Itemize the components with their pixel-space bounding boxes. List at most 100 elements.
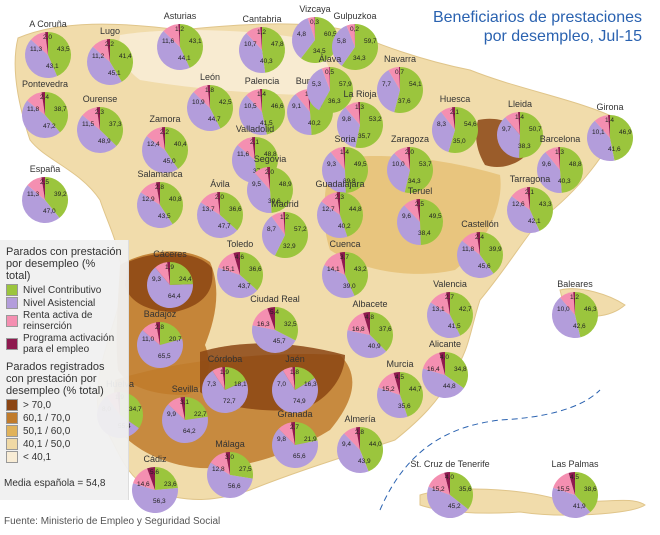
pie-value-label: 9,1 <box>292 103 301 110</box>
slice-c <box>319 67 353 113</box>
pie-cantabria: 47,8 40,3 10,71,2 Cantabria <box>239 14 285 73</box>
pie-value-label: 22,7 <box>194 411 207 418</box>
pie-value-label: 44,0 <box>369 441 382 448</box>
pie-value-label: 40,9 <box>368 343 381 350</box>
pie-value-label: 64,2 <box>183 428 196 435</box>
pie-value-label: 9,5 <box>252 181 261 188</box>
province-name: Pontevedra <box>22 79 68 89</box>
pie-value-label: 56,6 <box>228 483 241 490</box>
province-name: Ciudad Real <box>250 294 300 304</box>
pie-value-label: 56,3 <box>153 498 166 505</box>
pie-value-label: 9,7 <box>502 126 511 133</box>
pie-value-label: 12,8 <box>212 466 225 473</box>
pie-value-label: 40,4 <box>174 141 187 148</box>
pie-value-label: 8,7 <box>267 226 276 233</box>
pie-value-label: 40,8 <box>169 196 182 203</box>
pie-value-label: 54,1 <box>409 81 422 88</box>
slice-c <box>165 127 189 169</box>
pie-value-label: 38,6 <box>584 486 597 493</box>
slice-c <box>360 427 383 472</box>
pie-value-label: 15,1 <box>222 266 235 273</box>
slice-p <box>439 352 445 375</box>
pie-value-label: 35,7 <box>358 133 371 140</box>
pie-value-label: 14,6 <box>137 481 150 488</box>
slice-a <box>142 136 179 173</box>
slice-r <box>324 252 345 275</box>
median-note: Media española = 54,8 <box>4 478 106 489</box>
pie-toledo: 36,6 43,7 15,14,6 Toledo <box>217 239 264 298</box>
pie-value-label: 49,5 <box>354 161 367 168</box>
slice-p <box>41 177 45 200</box>
pie-value-label: 2,8 <box>355 429 364 436</box>
province-name: Valencia <box>433 279 467 289</box>
pie-almer-a: 44,0 43,9 9,4 2,8 Almería <box>336 414 383 474</box>
slice-r <box>282 367 295 390</box>
pie-value-label: 65,6 <box>293 453 306 460</box>
pie-value-label: 9,3 <box>152 276 161 283</box>
slice-p <box>607 115 610 138</box>
slice-r <box>252 308 275 330</box>
slice-r <box>462 232 480 255</box>
province-name: Vizcaya <box>299 4 330 14</box>
slice-r <box>428 472 450 495</box>
pie-value-label: 9,9 <box>167 411 176 418</box>
slice-r <box>168 397 185 420</box>
slice-r <box>237 137 255 160</box>
province-name: Teruel <box>408 186 433 196</box>
pie-value-label: 32,9 <box>283 243 296 250</box>
pie-zaragoza: 53,7 34,3 10,02,0 Zaragoza <box>386 134 433 193</box>
pie-value-label: 35,0 <box>453 138 466 145</box>
slice-a <box>202 370 248 413</box>
pie-value-label: 2,4 <box>475 234 484 241</box>
pie-value-label: 37,3 <box>109 121 122 128</box>
province-name: Granada <box>277 409 312 419</box>
slice-p <box>573 292 575 315</box>
slice-r <box>92 39 110 62</box>
pie-value-label: 40,3 <box>260 58 273 65</box>
slice-r <box>511 187 530 210</box>
slice-r <box>321 67 330 90</box>
pie-value-label: 11,0 <box>142 336 155 343</box>
swatch-range-1 <box>6 399 18 411</box>
slice-r <box>140 182 160 205</box>
pie-value-label: 53,7 <box>419 161 432 168</box>
slice-p <box>233 252 240 275</box>
slice-p <box>451 107 455 130</box>
pie-valencia: 42,7 41,5 13,12,7 Valencia <box>427 279 474 339</box>
pie-value-label: 16,3 <box>304 381 317 388</box>
pie-palencia: 46,6 41,5 10,51,4 Palencia <box>239 76 286 135</box>
slice-r <box>441 107 455 130</box>
pie-value-label: 15,2 <box>432 486 445 493</box>
pie-value-label: 1,9 <box>165 264 174 271</box>
pie-value-label: 45,7 <box>273 338 286 345</box>
province-name: Asturias <box>164 11 197 21</box>
slice-a <box>147 267 193 308</box>
legend-label: Programa activación para el empleo <box>23 333 115 355</box>
swatch-range-5 <box>6 451 18 463</box>
pie-value-label: 36,6 <box>229 206 242 213</box>
pie-c-ceres: 24,4 64,4 9,3 1,9 Cáceres <box>147 249 193 308</box>
legend-range-items: > 70,0 60,1 / 70,0 50,1 / 60,0 40,1 / 50… <box>0 399 128 463</box>
slice-c <box>295 422 318 445</box>
pie-value-label: 0,3 <box>310 19 319 26</box>
pie-value-label: 43,9 <box>358 458 371 465</box>
slice-a <box>432 111 455 153</box>
slice-c <box>480 232 503 274</box>
slice-a <box>422 368 464 398</box>
slice-p <box>259 89 262 112</box>
pie-value-label: 5,8 <box>337 38 346 45</box>
canary-dashed-border <box>379 389 601 511</box>
pie-value-label: 36,3 <box>328 98 341 105</box>
pie-value-label: 34,3 <box>353 55 366 62</box>
slice-c <box>530 187 553 231</box>
pie-value-label: 2,3 <box>335 194 344 201</box>
pie-c-diz: 23,6 56,3 14,65,6 Cádiz <box>132 454 178 513</box>
province-name: Alicante <box>429 339 461 349</box>
pie-value-label: 50,7 <box>529 126 542 133</box>
slice-p <box>41 92 45 115</box>
pie-ja-n: 16,3 74,9 7,0 1,8 Jaén <box>271 354 318 413</box>
legend-pie-items: Nivel Contributivo Nivel Asistencial Ren… <box>0 284 128 355</box>
slice-c <box>180 24 203 68</box>
slice-p <box>446 292 450 315</box>
slice-p <box>96 107 100 130</box>
